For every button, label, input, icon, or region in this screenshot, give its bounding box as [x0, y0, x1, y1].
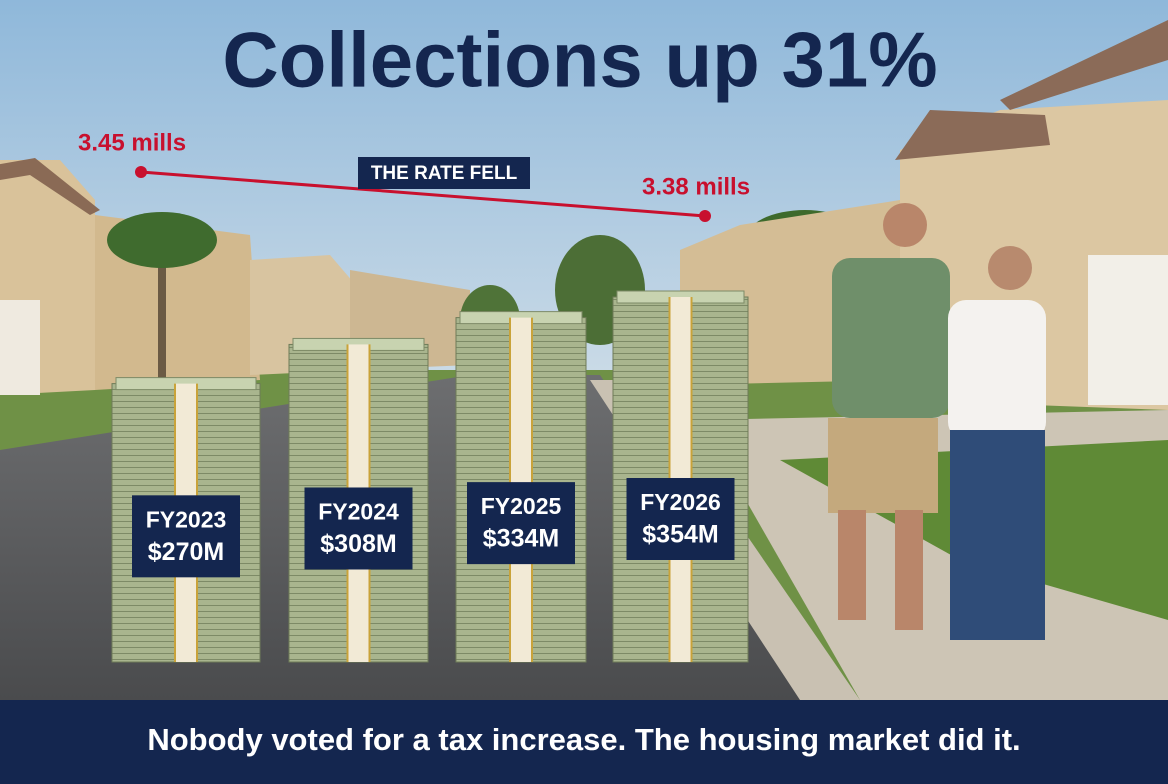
- annotation: THE RATE FELL: [371, 163, 518, 184]
- category-label: FY2025: [481, 493, 562, 519]
- rate-point: [699, 210, 711, 222]
- rate-point: [135, 166, 147, 178]
- label-box: [304, 487, 413, 570]
- annotation-box: [358, 157, 530, 189]
- footer-text: Nobody voted for a tax increase. The hou…: [147, 722, 1020, 757]
- label-box: [626, 478, 735, 560]
- value-label: $354M: [642, 521, 718, 549]
- plot: FY2023 $270M FY2024 $308M FY2025 $334M FY2026 $…: [78, 129, 750, 663]
- value-label: $334M: [483, 525, 559, 553]
- category-label: FY2026: [640, 489, 721, 515]
- title: Collections up 31%: [222, 16, 937, 104]
- value-label: $308M: [320, 530, 396, 558]
- value-label: $270M: [148, 538, 224, 566]
- category-label: FY2024: [318, 499, 399, 525]
- rate-line: [140, 170, 706, 218]
- footer-bar: [0, 700, 1168, 784]
- category-label: FY2023: [146, 506, 227, 532]
- rate-label: 3.45 mills: [78, 129, 186, 156]
- label-box: [132, 495, 240, 578]
- label-box: [467, 482, 575, 565]
- rate-label: 3.38 mills: [642, 173, 750, 200]
